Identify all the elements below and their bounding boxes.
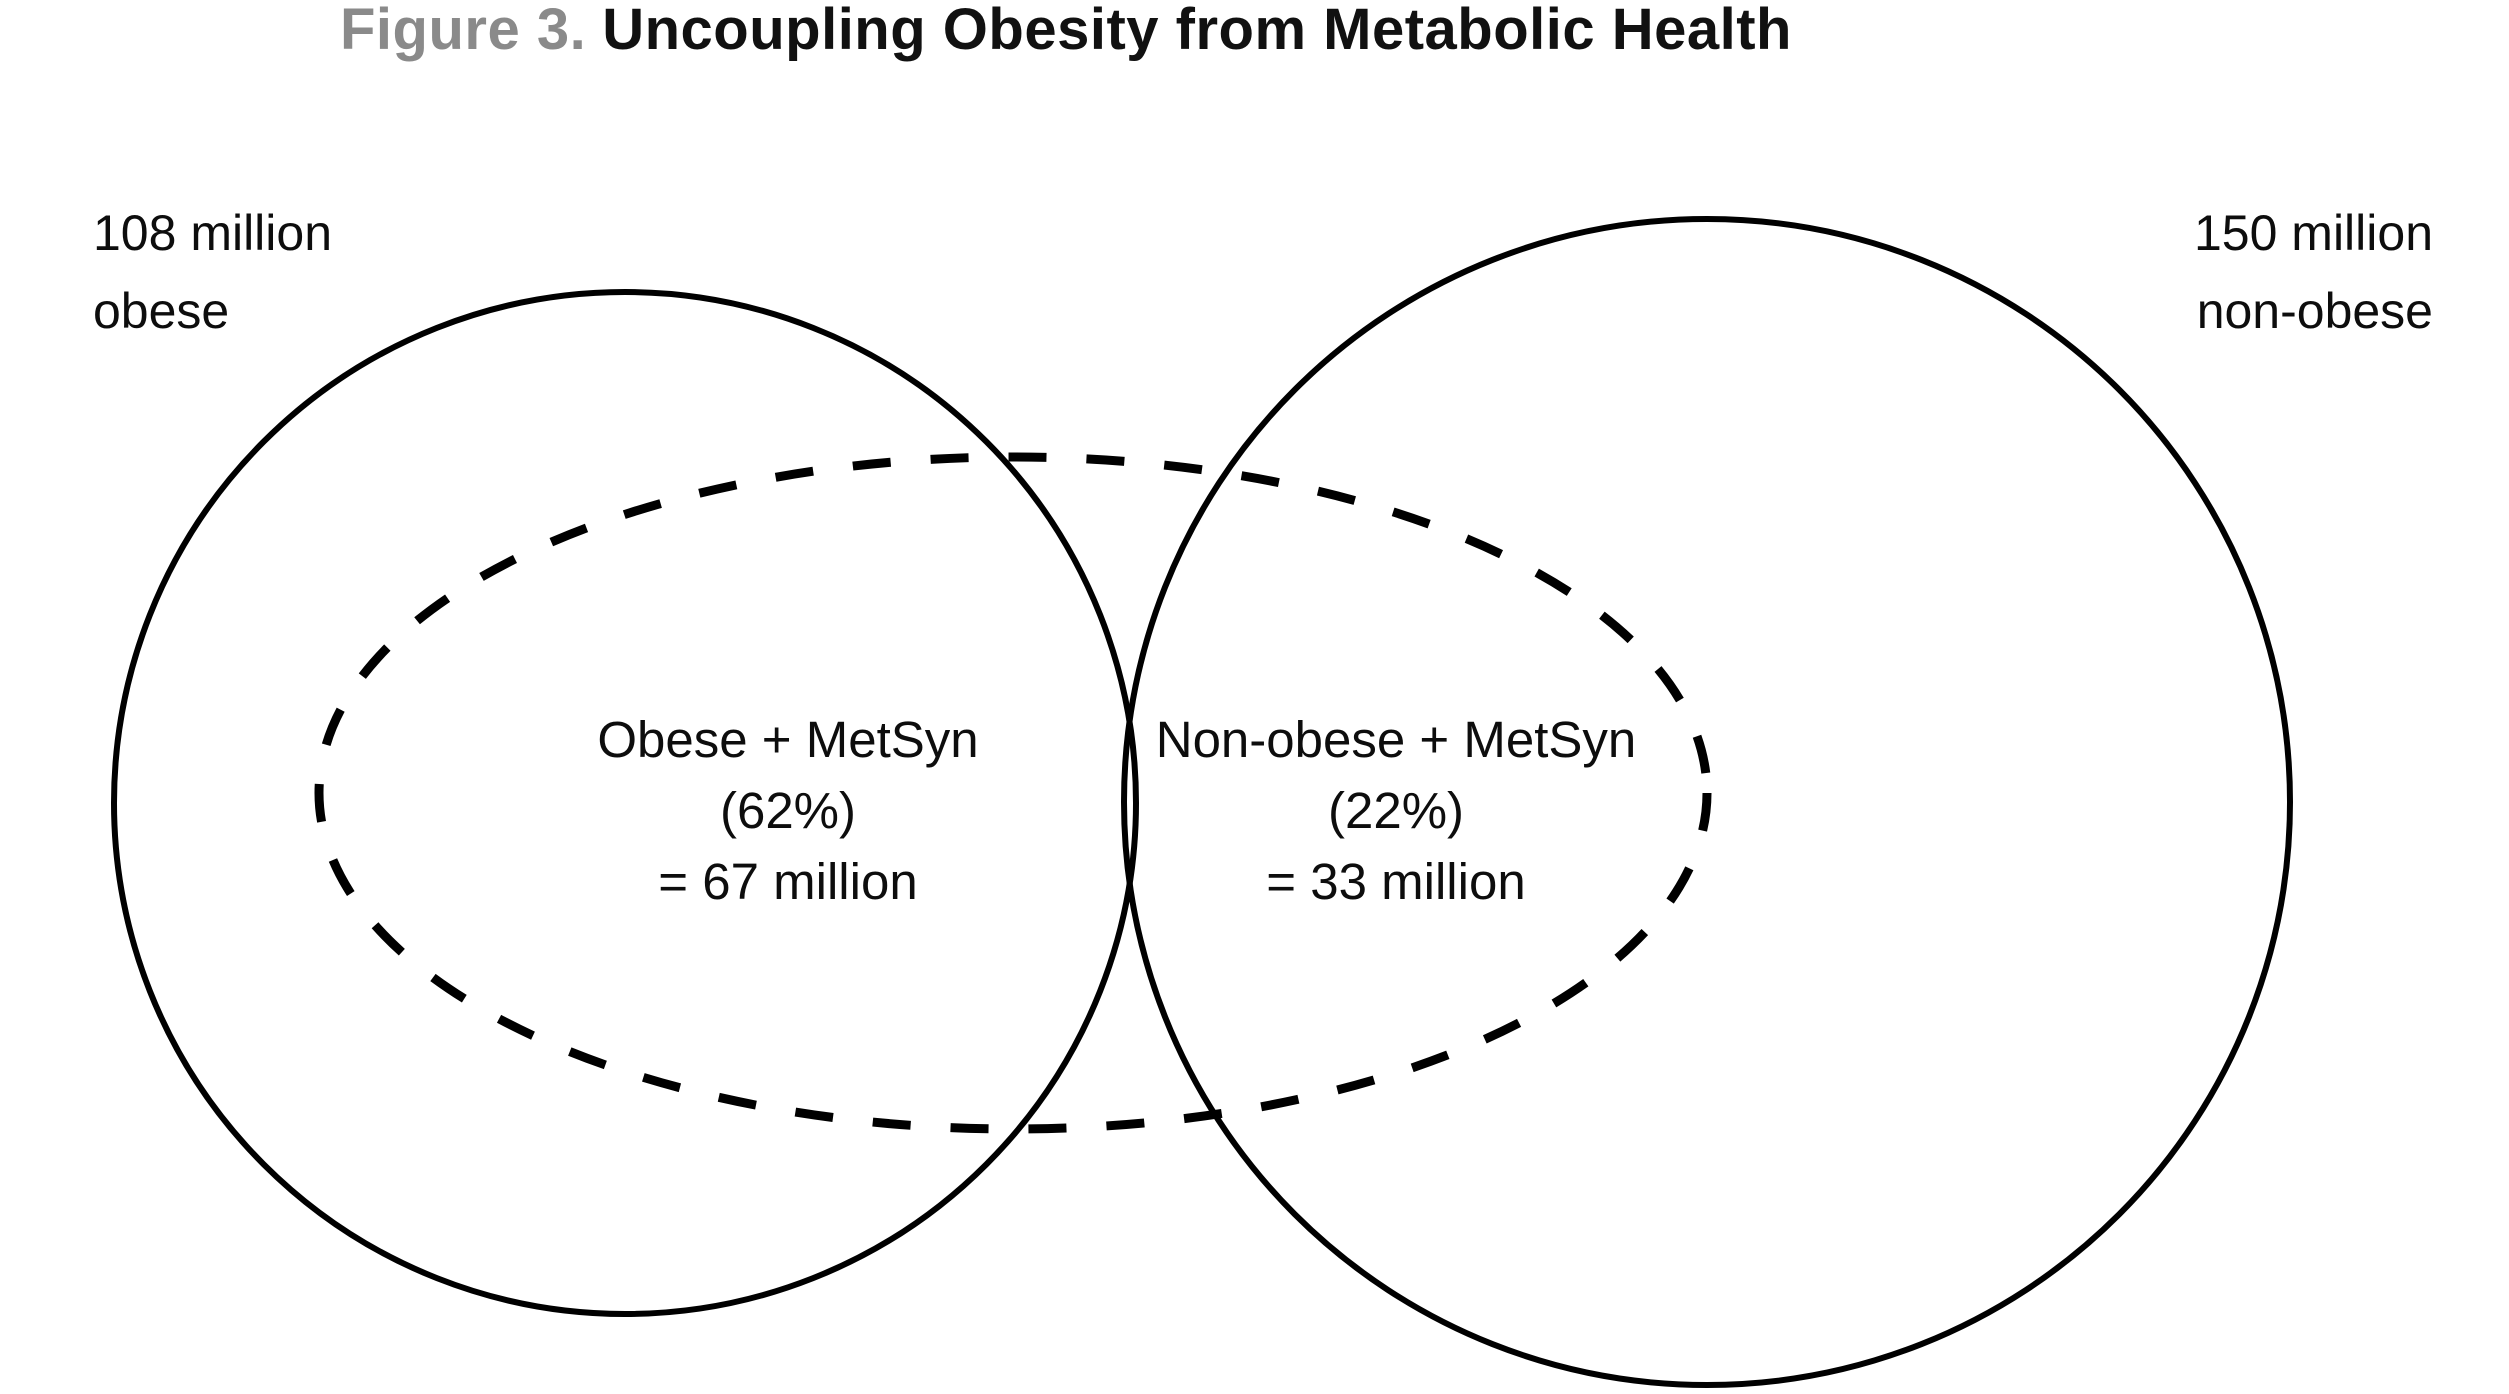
non-obese-metsyn-percent-line: (22%) [1327, 782, 1465, 839]
non-obese-name-line: non-obese [2196, 283, 2433, 339]
non-obese-metsyn-count-line: = 33 million [1266, 853, 1526, 910]
obese-metsyn-count-line: = 67 million [658, 853, 918, 910]
obese-circle [111, 289, 1139, 1317]
non-obese-count-line: 150 million [2193, 205, 2433, 261]
figure-number-label: Figure 3. [340, 0, 587, 62]
non-obese-metsyn-title-line: Non-obese + MetSyn [1155, 711, 1637, 768]
obese-metsyn-title-line: Obese + MetSyn [597, 711, 979, 768]
figure-title: Figure 3. Uncoupling Obesity from Metabol… [340, 0, 1792, 64]
non-obese-metsyn-label: Non-obese + MetSyn (22%) = 33 million [1156, 704, 1637, 917]
non-obese-circle [1121, 216, 2293, 1388]
obese-name-line: obese [93, 283, 230, 339]
obese-count-line: 108 million [93, 205, 333, 261]
figure-title-text: Uncoupling Obesity from Metabolic Health [602, 0, 1792, 62]
obese-set-label: 108 million obese [93, 194, 332, 350]
obese-metsyn-label: Obese + MetSyn (62%) = 67 million [597, 704, 978, 917]
non-obese-set-label: 150 million non-obese [2194, 194, 2433, 350]
metsyn-dashed-ellipse [314, 452, 1712, 1134]
obese-metsyn-percent-line: (62%) [719, 782, 857, 839]
